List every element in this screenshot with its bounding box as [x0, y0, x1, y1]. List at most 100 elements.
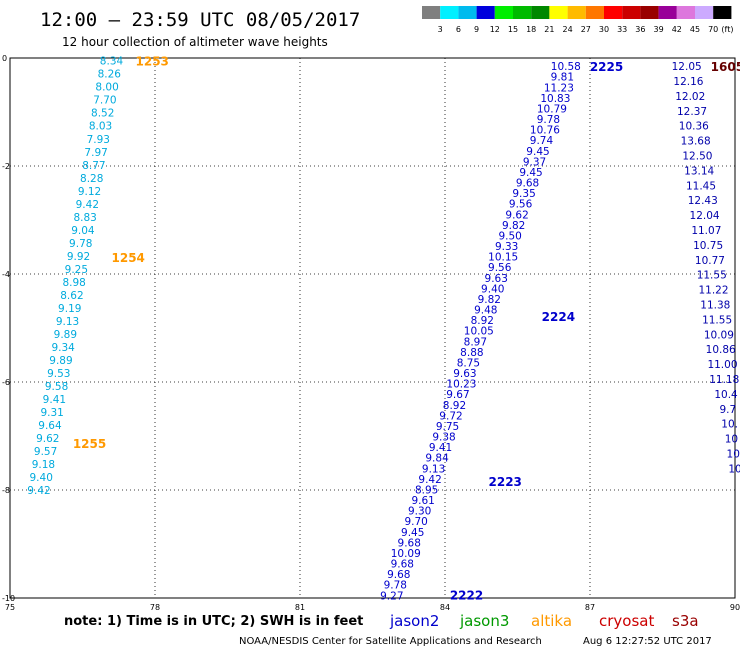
- wave-height-value: 9.92: [67, 251, 90, 263]
- wave-height-value: 10: [728, 463, 740, 475]
- pass-time-label: 2224: [542, 310, 575, 324]
- scale-swatch: [676, 6, 695, 19]
- wave-height-value: 10.4: [714, 389, 738, 401]
- pass-time-label: 2222: [450, 588, 483, 602]
- scale-swatch: [440, 6, 459, 19]
- wave-height-value: 12.37: [677, 106, 707, 118]
- scale-label: 18: [526, 25, 536, 34]
- x-tick-label: 90: [730, 603, 740, 612]
- wave-height-value: 8.77: [82, 160, 105, 172]
- wave-height-value: 9.74: [530, 135, 554, 147]
- wave-height-value: 9.84: [425, 453, 449, 465]
- legend-jason3: jason3: [459, 612, 509, 630]
- scale-label: 21: [544, 25, 554, 34]
- wave-height-value: 9.30: [408, 506, 431, 518]
- wave-height-value: 9.62: [36, 433, 59, 445]
- wave-height-value: 9.58: [45, 381, 68, 393]
- pass-time-label: 1255: [73, 437, 106, 451]
- wave-height-value: 8.98: [62, 277, 85, 289]
- wave-height-value: 9.68: [398, 537, 421, 549]
- footer-source: NOAA/NESDIS Center for Satellite Applica…: [239, 636, 542, 647]
- legend-s3a: s3a: [672, 612, 699, 630]
- wave-height-value: 10.09: [704, 329, 734, 341]
- wave-height-value: 10: [725, 434, 738, 446]
- wave-height-value: 10.76: [530, 125, 560, 137]
- wave-height-value: 9.45: [401, 527, 424, 539]
- scale-swatch: [695, 6, 714, 19]
- wave-height-value: 9.27: [380, 590, 403, 602]
- scale-label: 70: [708, 25, 718, 34]
- axis-ticks: 75 78 81 84 87 90 0 -2 -4 -6 -8 -10: [2, 54, 740, 612]
- scale-label: 36: [635, 25, 645, 34]
- wave-height-value: 9.7: [719, 404, 736, 416]
- scale-swatch: [458, 6, 477, 19]
- chart-subtitle: 12 hour collection of altimeter wave hei…: [62, 35, 328, 49]
- pass-time-label: 1254: [112, 251, 145, 265]
- wave-height-value: 9.56: [509, 199, 533, 211]
- units-note: note: 1) Time is in UTC; 2) SWH is in fe…: [64, 614, 363, 629]
- wave-height-value: 11.18: [709, 374, 739, 386]
- x-tick-label: 75: [5, 603, 15, 612]
- wave-height-value: 9.33: [495, 241, 518, 253]
- wave-height-value: 9.70: [404, 516, 427, 528]
- wave-height-value: 9.64: [38, 420, 62, 432]
- scale-label: 15: [508, 25, 518, 34]
- plot-frame: [9, 57, 736, 599]
- wave-height-value: 9.68: [387, 569, 410, 581]
- wave-height-value: 9.62: [505, 209, 528, 221]
- wave-height-value: 9.82: [502, 220, 525, 232]
- scale-swatch: [658, 6, 677, 19]
- y-tick-label: 0: [2, 54, 7, 63]
- pass-cryosat: 12.05 12.16 12.02 12.37 10.36 13.68 12.50 13.14…: [672, 60, 740, 475]
- wave-height-value: 9.31: [40, 407, 63, 419]
- scale-swatch: [567, 6, 586, 19]
- wave-height-value: 8.52: [91, 108, 114, 120]
- scale-label: 33: [617, 25, 627, 34]
- wave-height-value: 7.93: [87, 134, 110, 146]
- wave-height-value: 10.86: [706, 344, 736, 356]
- legend-jason2: jason2: [389, 612, 439, 630]
- plot-area: 8.348.268.007.708.528.037.937.978.778.28…: [9, 55, 740, 602]
- legend-cryosat: cryosat: [599, 612, 654, 630]
- wave-height-value: 9.45: [519, 167, 542, 179]
- wave-height-value: 10.05: [464, 326, 494, 338]
- wave-height-value: 8.97: [464, 336, 487, 348]
- wave-height-value: 10.23: [446, 379, 476, 391]
- wave-height-value: 9.89: [54, 329, 77, 341]
- scale-swatch: [640, 6, 659, 19]
- wave-height-value: 11.23: [544, 82, 574, 94]
- wave-height-value: 7.97: [84, 147, 107, 159]
- y-tick-label: -8: [2, 486, 10, 495]
- pass-altika: 8.348.268.007.708.528.037.937.978.778.28…: [27, 55, 169, 497]
- wave-height-value: 8.62: [60, 290, 83, 302]
- wave-height-value: 9.48: [474, 305, 497, 317]
- scale-swatch: [422, 6, 441, 19]
- wave-height-value: 9.38: [432, 432, 455, 444]
- wave-height-value: 9.18: [32, 459, 55, 471]
- scale-label: 24: [563, 25, 573, 34]
- wave-height-value: 11.55: [697, 270, 727, 282]
- scale-label: 45: [690, 25, 700, 34]
- wave-height-value: 10.15: [488, 252, 518, 264]
- scale-label: 9: [474, 25, 479, 34]
- x-tick-label: 78: [150, 603, 160, 612]
- wave-height-value: 9.78: [537, 114, 560, 126]
- scale-swatch: [531, 6, 550, 19]
- wave-height-value: 8.34: [100, 56, 124, 68]
- wave-height-value: 9.57: [34, 446, 57, 458]
- scale-swatch: [622, 6, 641, 19]
- scale-label: 6: [456, 25, 461, 34]
- color-scale-legend: 3 6 9 12 15 18 21 24 27 30 33 36 39 42 45 70 (ft): [422, 6, 733, 34]
- wave-height-value: 10.58: [551, 61, 581, 73]
- wave-height-value: 13.14: [684, 165, 714, 177]
- wave-height-value: 9.81: [551, 72, 574, 84]
- legend-altika: altika: [531, 612, 572, 630]
- wave-height-value: 9.40: [481, 283, 504, 295]
- wave-height-value: 11.38: [700, 300, 730, 312]
- pass-time-label: 1253: [136, 55, 169, 69]
- scale-swatch: [494, 6, 513, 19]
- wave-height-value: 11.00: [707, 359, 737, 371]
- wave-height-value: 8.00: [95, 82, 118, 94]
- wave-height-value: 8.26: [98, 69, 122, 81]
